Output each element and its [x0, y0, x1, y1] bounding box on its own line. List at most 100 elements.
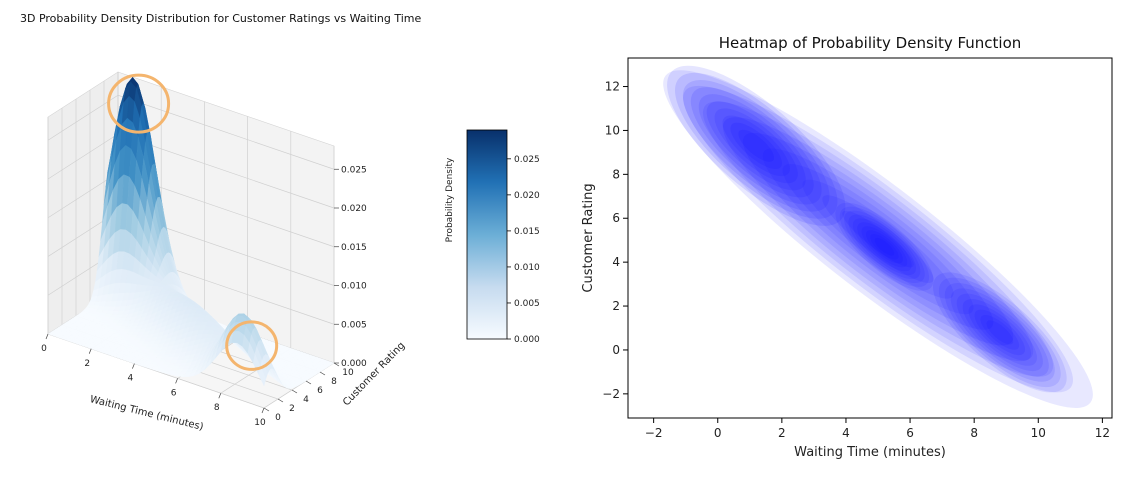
contour-core [861, 226, 908, 268]
surface-y-tick-label: 10 [342, 368, 354, 378]
surface-x-tick-label: 4 [128, 374, 134, 384]
surface-y-tick-label: 2 [289, 404, 295, 414]
surface-x-tick [45, 333, 49, 340]
surface-z-tick-label: 0.005 [341, 320, 367, 330]
contour-core [706, 101, 806, 191]
surface-chart: 3D Probability Density Distribution for … [20, 12, 540, 433]
heatmap-x-tick-label: 6 [906, 426, 914, 440]
heatmap-title: Heatmap of Probability Density Function [719, 34, 1022, 52]
heatmap-x-tick-label: 12 [1095, 426, 1110, 440]
heatmap-y-tick-label: 10 [605, 123, 620, 137]
surface-z-tick-label: 0.010 [341, 282, 367, 292]
contour-core [962, 298, 1037, 366]
heatmap-y-axis-label: Customer Rating [581, 183, 596, 292]
heatmap-y-tick-label: 12 [605, 80, 620, 94]
contour-core [844, 210, 925, 283]
heatmap-y-tick-label: 4 [612, 255, 620, 269]
surface-x-tick [132, 363, 135, 369]
contour-core [956, 293, 1043, 372]
contour-core [698, 94, 814, 198]
side-grid-z [47, 94, 119, 141]
contour-core [944, 283, 1055, 382]
contour-core [730, 122, 783, 170]
contour-core [974, 309, 1026, 356]
surface-annotations [107, 73, 279, 371]
contour-core [839, 206, 930, 287]
contour-core [835, 202, 934, 291]
contour-band [742, 132, 1014, 346]
heatmap-x-axis-label: Waiting Time (minutes) [794, 445, 946, 460]
colorbar: 0.000 0.005 0.010 0.015 0.020 0.025 [466, 129, 540, 345]
surface-y-tick [305, 380, 312, 385]
surface-z-tick-label: 0.025 [341, 165, 367, 175]
contour-band [802, 179, 954, 299]
colorbar-gradient [466, 129, 508, 340]
contour-core [852, 218, 917, 276]
contour-core [874, 237, 895, 256]
contour-core [667, 65, 846, 226]
surface-y-tick [263, 407, 270, 412]
colorbar-tick-label: 0.005 [514, 299, 540, 309]
contour-core [674, 72, 838, 219]
colorbar-ticks: 0.000 0.005 0.010 0.015 0.020 0.025 [507, 155, 540, 345]
heatmap-contours [663, 65, 1093, 408]
surface-z-axis-label: Probability Density [445, 157, 455, 242]
surface-x-tick-label: 10 [254, 418, 266, 428]
heatmap-y-tick-label: 8 [612, 167, 620, 181]
contour-core [738, 129, 775, 162]
surface-z-tick-label: 0.000 [341, 359, 367, 369]
heatmap-x-tick-label: 8 [970, 426, 978, 440]
surface-z-tick-label: 0.015 [341, 243, 367, 253]
surface-x-tick [88, 348, 92, 354]
contour-band [822, 195, 934, 283]
surface-x-tick-label: 2 [84, 359, 90, 369]
surface-y-tick [291, 389, 298, 394]
contour-core [722, 115, 790, 177]
colorbar-tick-label: 0.025 [514, 155, 540, 165]
heatmap-axes: −2 0 2 4 6 8 10 12 −2 0 2 4 6 8 10 12 [602, 80, 1110, 440]
back-grid-z [117, 94, 335, 170]
heatmap-chart: Heatmap of Probability Density Function … [581, 34, 1113, 460]
contour-core [857, 222, 912, 272]
contour-band [683, 85, 1073, 393]
heatmap-frame [627, 57, 1113, 419]
surface-z-tick-label: 0.020 [341, 204, 367, 214]
surface-y-tick-label: 8 [331, 377, 337, 387]
contour-band [842, 210, 914, 268]
surface-chart-title: 3D Probability Density Distribution for … [20, 12, 422, 25]
heatmap-x-tick-label: 10 [1031, 426, 1046, 440]
contour-core [870, 234, 899, 260]
heatmap-y-tick-label: 0 [612, 343, 620, 357]
heatmap-x-tick-label: 0 [714, 426, 722, 440]
surface-x-axis-label: Waiting Time (minutes) [89, 394, 205, 433]
heatmap-x-tick-label: 4 [842, 426, 850, 440]
contour-core [690, 87, 822, 205]
heatmap-y-tick-label: 6 [612, 211, 620, 225]
contour-band [663, 70, 1093, 408]
peak-annotation-circle [107, 73, 171, 134]
heatmap-x-tick-label: −2 [645, 426, 663, 440]
contour-band [722, 117, 1034, 362]
surface-y-tick [277, 398, 284, 403]
contour-core [938, 277, 1061, 388]
contour-core [848, 214, 921, 280]
contour-band [782, 163, 974, 315]
surface-y-tick-label: 0 [275, 413, 281, 423]
colorbar-tick-label: 0.015 [514, 227, 540, 237]
surface-x-tick-label: 6 [171, 388, 177, 398]
contour-core [682, 79, 830, 212]
side-grid-z [47, 172, 119, 219]
contour-core [865, 230, 903, 264]
contour-core [714, 108, 798, 184]
contour-band [762, 148, 994, 330]
surface-y-tick [333, 362, 340, 367]
peak-annotation-circle [225, 320, 279, 371]
contour-core [986, 320, 1014, 345]
surface-y-tick-label: 4 [303, 395, 309, 405]
surface-y-tick-label: 6 [317, 386, 323, 396]
contour-core [980, 314, 1020, 350]
contour-core [950, 288, 1049, 377]
